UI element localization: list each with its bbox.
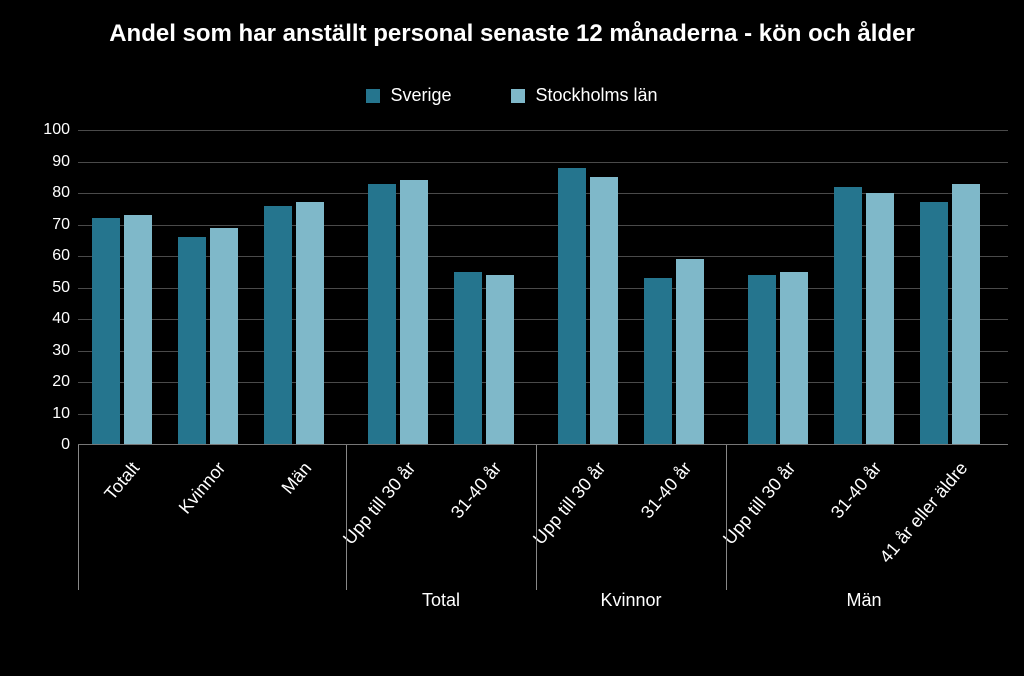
bar [486,275,514,445]
legend: Sverige Stockholms län [0,85,1024,106]
group-label: Kvinnor [600,590,661,611]
group-label: Män [846,590,881,611]
bar [124,215,152,445]
legend-label-stockholm: Stockholms län [535,85,657,106]
bar [748,275,776,445]
y-tick-label: 70 [30,216,70,234]
x-tick-label: 31-40 år [827,458,886,523]
group-divider [78,445,79,590]
legend-item-sverige: Sverige [366,85,451,106]
x-tick-label: Totalt [100,458,144,504]
bar [264,206,292,445]
x-tick-label: Kvinnor [175,458,230,518]
x-tick-label: Män [277,458,316,498]
bars-layer [78,130,1008,445]
y-tick-label: 50 [30,279,70,297]
x-tick-label: 31-40 år [637,458,696,523]
bar [368,184,396,445]
bar [952,184,980,445]
y-tick-label: 80 [30,184,70,202]
bar [920,202,948,445]
chart-container: Andel som har anställt personal senaste … [0,0,1024,676]
plot-area [78,130,1008,445]
bar [178,237,206,445]
y-axis-labels: 0102030405060708090100 [30,130,70,445]
y-tick-label: 100 [30,121,70,139]
y-tick-label: 60 [30,247,70,265]
bar [676,259,704,445]
legend-swatch-stockholm [511,89,525,103]
x-tick-label: 41 år eller äldre [876,458,972,567]
x-tick-label: Upp till 30 år [339,458,420,549]
y-tick-label: 20 [30,373,70,391]
group-label: Total [422,590,460,611]
bar [780,272,808,445]
y-tick-label: 30 [30,342,70,360]
x-tick-label: 31-40 år [447,458,506,523]
x-axis-labels: Totalt Kvinnor Män Upp till 30 år 31-40 år Up… [78,450,1008,560]
bar [644,278,672,445]
y-tick-label: 0 [30,436,70,454]
bar [92,218,120,445]
group-divider [346,445,347,590]
bar [866,193,894,445]
legend-label-sverige: Sverige [390,85,451,106]
bar [454,272,482,445]
x-axis-line [78,444,1008,445]
y-tick-label: 40 [30,310,70,328]
y-tick-label: 10 [30,405,70,423]
bar [558,168,586,445]
chart-title: Andel som har anställt personal senaste … [0,20,1024,48]
legend-swatch-sverige [366,89,380,103]
bar [210,228,238,445]
bar [590,177,618,445]
bar [400,180,428,445]
bar [296,202,324,445]
x-tick-label: Upp till 30 år [719,458,800,549]
bar [834,187,862,445]
x-tick-label: Upp till 30 år [529,458,610,549]
y-tick-label: 90 [30,153,70,171]
group-divider [726,445,727,590]
legend-item-stockholm: Stockholms län [511,85,657,106]
group-divider [536,445,537,590]
